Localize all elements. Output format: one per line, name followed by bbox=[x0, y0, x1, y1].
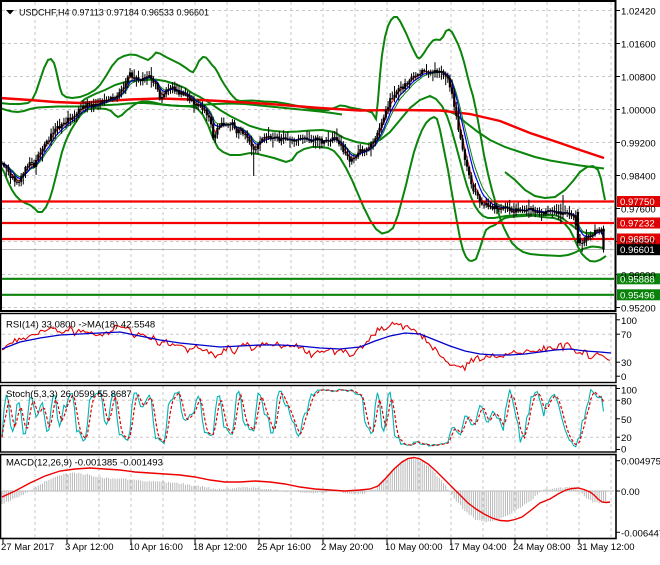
svg-text:20: 20 bbox=[621, 433, 632, 444]
svg-text:100: 100 bbox=[621, 316, 637, 327]
svg-text:0.95496: 0.95496 bbox=[620, 290, 655, 301]
svg-text:27 Mar 2017: 27 Mar 2017 bbox=[1, 542, 54, 553]
svg-text:18 Apr 12:00: 18 Apr 12:00 bbox=[193, 542, 247, 553]
svg-text:0.97600: 0.97600 bbox=[621, 205, 656, 216]
svg-text:1.00800: 1.00800 bbox=[621, 73, 656, 84]
svg-text:0.95200: 0.95200 bbox=[621, 304, 656, 315]
svg-text:24 May 08:00: 24 May 08:00 bbox=[513, 542, 571, 553]
svg-text:USDCHF,H4 0.97113 0.97184 0.9: USDCHF,H4 0.97113 0.97184 0.96533 0.9660… bbox=[19, 8, 209, 18]
svg-text:0.004975: 0.004975 bbox=[621, 457, 660, 468]
svg-text:0.00: 0.00 bbox=[621, 487, 640, 498]
svg-text:0.96800: 0.96800 bbox=[621, 238, 656, 249]
svg-text:100: 100 bbox=[621, 386, 637, 397]
svg-text:2 May 20:00: 2 May 20:00 bbox=[321, 542, 373, 553]
svg-text:RSI(14) 33.0800 ->MA(18) 42.5: RSI(14) 33.0800 ->MA(18) 42.5548 bbox=[6, 320, 155, 331]
svg-text:Stoch(5,3,3) 26.0599 55.8687: Stoch(5,3,3) 26.0599 55.8687 bbox=[6, 389, 132, 400]
svg-text:0.97232: 0.97232 bbox=[620, 219, 655, 230]
svg-text:30: 30 bbox=[621, 358, 632, 369]
svg-text:10 Apr 16:00: 10 Apr 16:00 bbox=[129, 542, 183, 553]
svg-text:-0.006447: -0.006447 bbox=[621, 528, 660, 539]
svg-text:0.98400: 0.98400 bbox=[621, 172, 656, 183]
svg-text:1.01600: 1.01600 bbox=[621, 40, 656, 51]
svg-text:0.99200: 0.99200 bbox=[621, 139, 656, 150]
svg-text:31 May 12:00: 31 May 12:00 bbox=[577, 542, 635, 553]
svg-text:0: 0 bbox=[621, 445, 626, 456]
svg-text:17 May 04:00: 17 May 04:00 bbox=[449, 542, 507, 553]
svg-text:50: 50 bbox=[621, 415, 632, 426]
svg-text:MACD(12,26,9) -0.001385 -0.001: MACD(12,26,9) -0.001385 -0.001493 bbox=[6, 458, 163, 469]
svg-text:1.00000: 1.00000 bbox=[621, 106, 656, 117]
svg-text:0: 0 bbox=[621, 372, 626, 383]
svg-text:0.96000: 0.96000 bbox=[621, 271, 656, 282]
svg-text:80: 80 bbox=[621, 396, 632, 407]
svg-text:0.96601: 0.96601 bbox=[620, 245, 655, 256]
svg-text:10 May 00:00: 10 May 00:00 bbox=[385, 542, 443, 553]
svg-text:25 Apr 16:00: 25 Apr 16:00 bbox=[257, 542, 311, 553]
svg-text:1.02420: 1.02420 bbox=[621, 7, 656, 18]
svg-text:70: 70 bbox=[621, 330, 632, 341]
svg-text:0.96850: 0.96850 bbox=[620, 235, 655, 246]
svg-text:3 Apr 12:00: 3 Apr 12:00 bbox=[65, 542, 114, 553]
svg-text:0.97750: 0.97750 bbox=[620, 197, 655, 208]
svg-text:0.95888: 0.95888 bbox=[620, 274, 655, 285]
